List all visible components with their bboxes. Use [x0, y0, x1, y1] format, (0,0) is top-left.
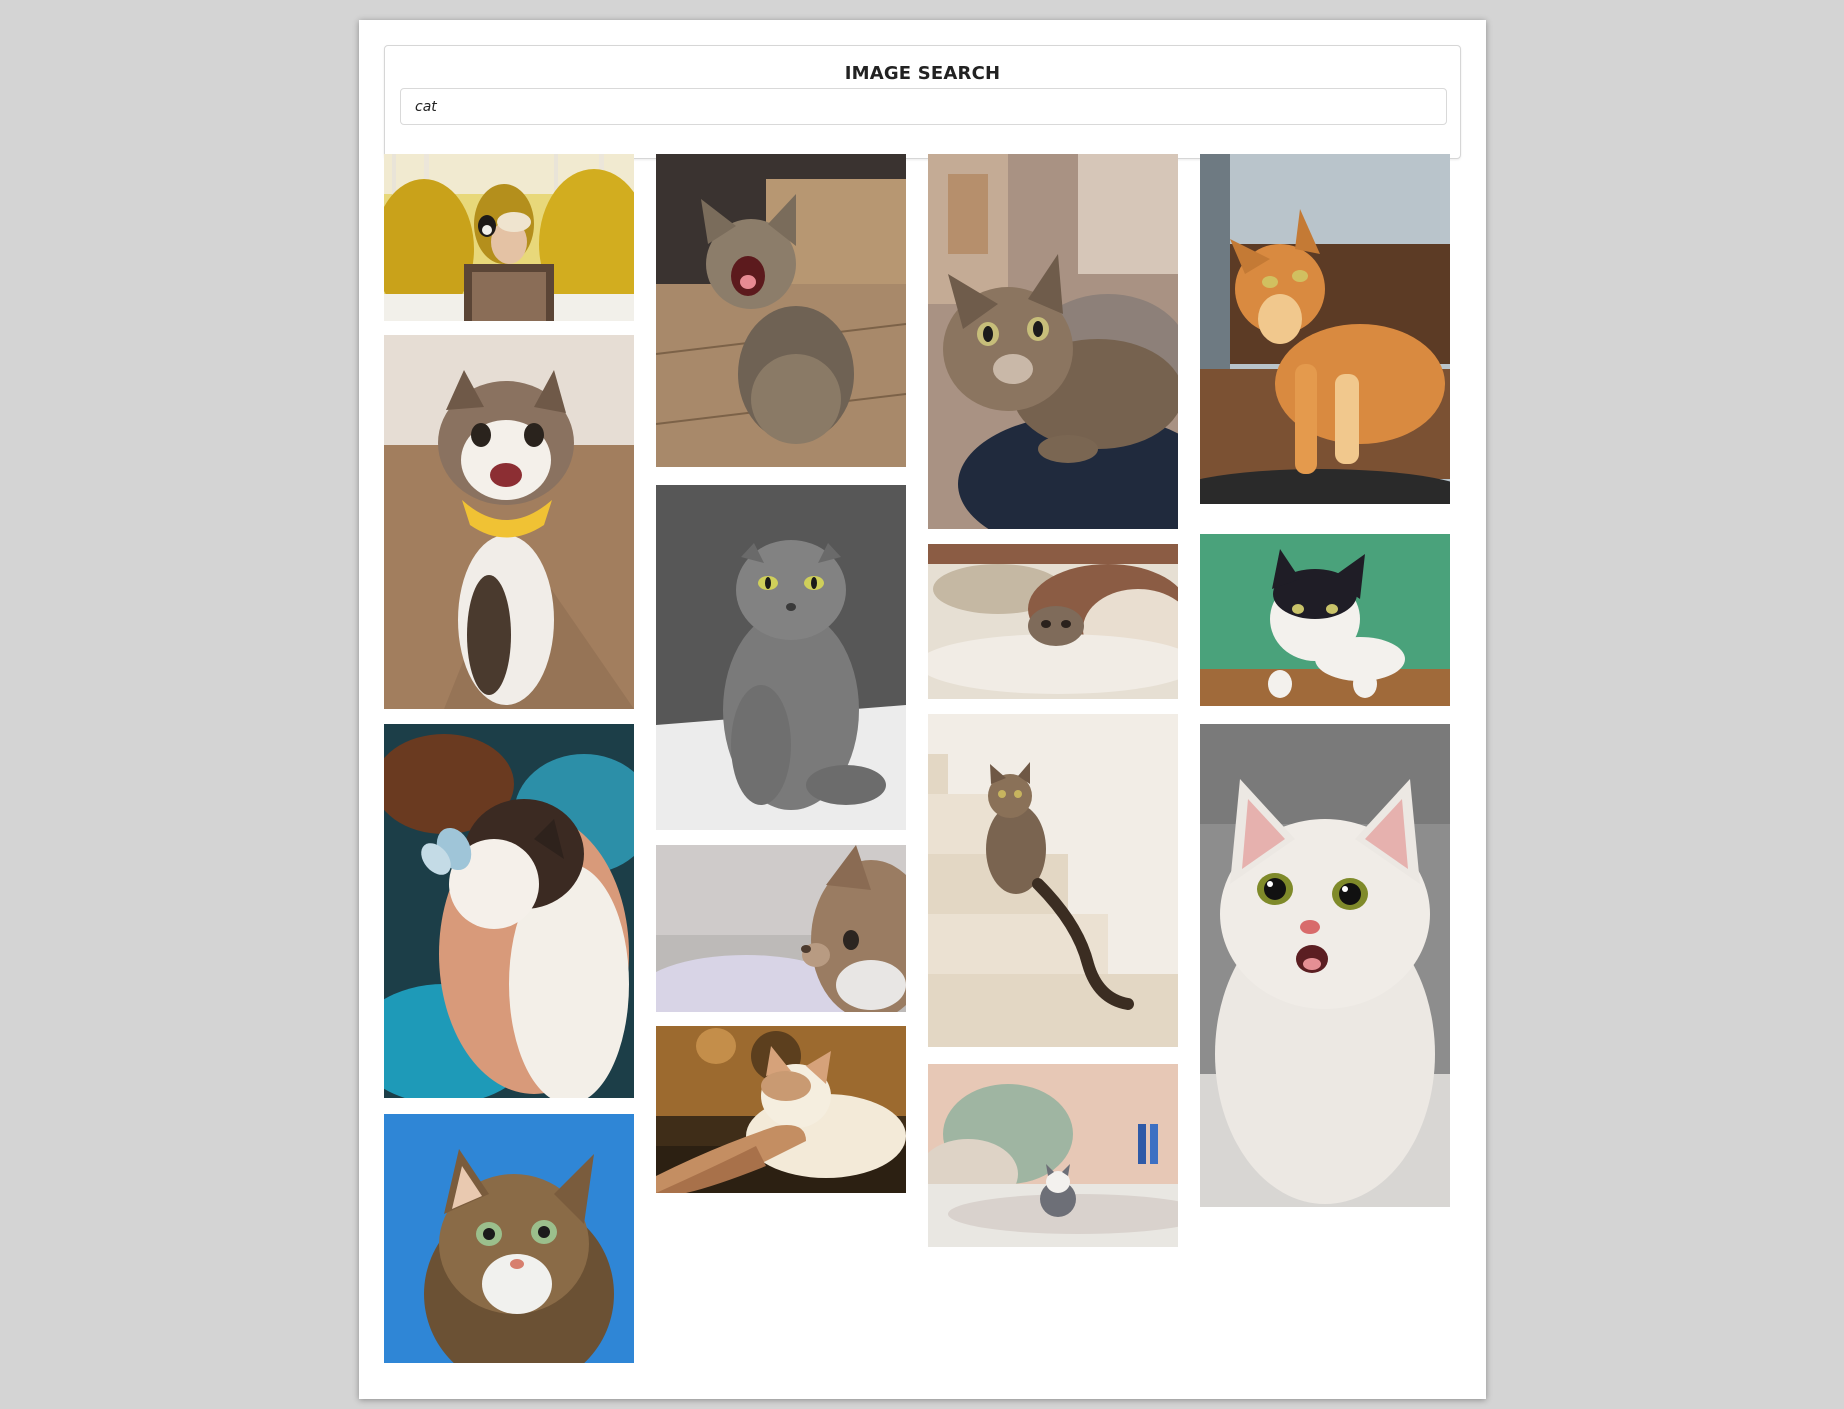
page-container: IMAGE SEARCH [359, 20, 1486, 1399]
result-image-grey-scottish-fold[interactable] [656, 485, 906, 830]
result-image-calico-butterfly[interactable] [384, 724, 634, 1098]
search-card: IMAGE SEARCH [384, 45, 1461, 159]
result-image-orange-maine-coon[interactable] [1200, 154, 1450, 504]
result-image-hand-petting-cat[interactable] [656, 1026, 906, 1193]
result-image-cat-green-background[interactable] [1200, 534, 1450, 706]
result-image-man-with-cat[interactable] [384, 154, 634, 321]
result-image-cat-blue-sky[interactable] [384, 1114, 634, 1363]
result-image-kitten-profile[interactable] [656, 845, 906, 1012]
result-image-kitten-on-bed[interactable] [928, 1064, 1178, 1247]
result-image-surprised-white-kitten[interactable] [1200, 724, 1450, 1207]
result-image-cat-on-stairs[interactable] [928, 714, 1178, 1047]
result-image-cat-yellow-bandana[interactable] [384, 335, 634, 709]
page-title: IMAGE SEARCH [844, 63, 1001, 84]
result-image-cat-under-blanket[interactable] [928, 544, 1178, 699]
result-image-cat-on-lap[interactable] [928, 154, 1178, 529]
result-image-kitten-yawning[interactable] [656, 154, 906, 467]
search-input[interactable] [400, 88, 1447, 125]
